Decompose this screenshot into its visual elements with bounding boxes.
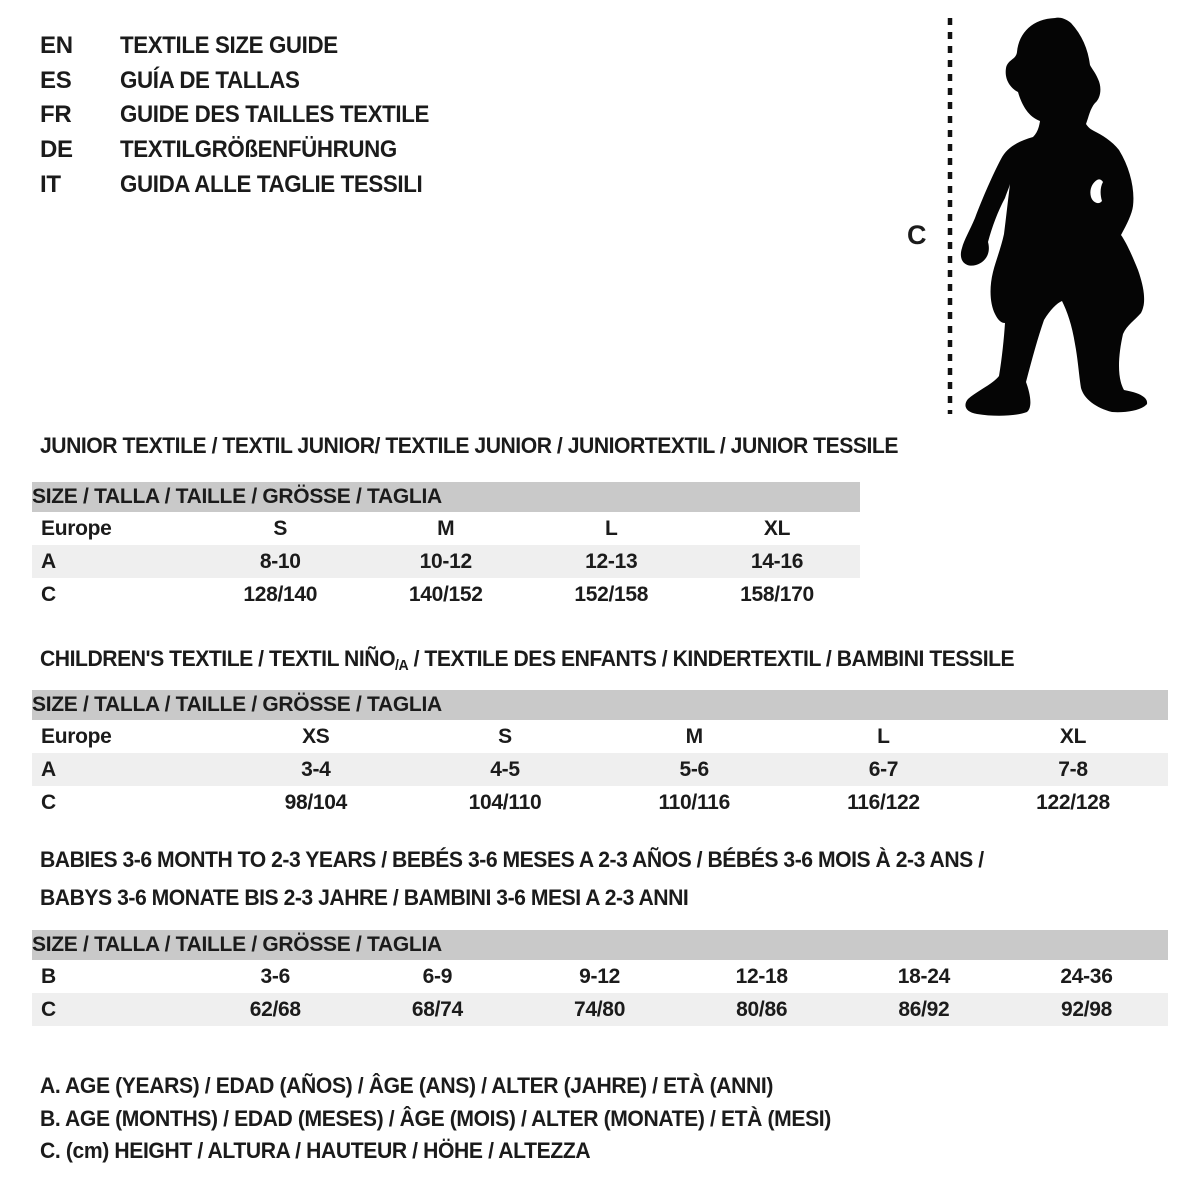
- row-label: C: [32, 993, 195, 1026]
- value-cell: 3-6: [260, 964, 291, 988]
- junior-section-title: JUNIOR TEXTILE / TEXTIL JUNIOR/ TEXTILE …: [40, 433, 899, 458]
- size-cell: S: [273, 516, 288, 540]
- guide-title-en: TEXTILE SIZE GUIDE: [120, 32, 338, 60]
- children-title-part1: CHILDREN'S TEXTILE / TEXTIL NIÑO: [40, 646, 396, 671]
- value-cell: 14-16: [694, 545, 860, 578]
- table-row: Europe S M L XL: [32, 512, 860, 545]
- language-row-es: ES GUÍA DE TALLAS: [40, 64, 452, 99]
- language-title-list: EN TEXTILE SIZE GUIDE ES GUÍA DE TALLAS …: [40, 29, 452, 202]
- size-cell: S: [498, 724, 512, 748]
- value-cell: 24-36: [1060, 964, 1113, 988]
- size-cell: L: [877, 724, 890, 748]
- size-cell: XS: [302, 724, 330, 748]
- language-code: DE: [40, 136, 73, 164]
- guide-title-it: GUIDA ALLE TAGLIE TESSILI: [120, 170, 423, 198]
- value-cell: 9-12: [579, 964, 620, 988]
- child-height-figure: C: [907, 17, 1148, 416]
- value-cell: 8-10: [197, 545, 363, 578]
- toddler-silhouette: [960, 17, 1148, 416]
- language-code: EN: [40, 32, 73, 60]
- size-header-row: SIZE / TALLA / TAILLE / GRÖSSE / TAGLIA: [32, 930, 1168, 960]
- value-cell: 92/98: [1004, 993, 1168, 1026]
- value-cell: 122/128: [1036, 790, 1110, 814]
- language-row-fr: FR GUIDE DES TAILLES TEXTILE: [40, 98, 452, 133]
- value-cell: 3-4: [221, 753, 411, 786]
- row-label: C: [41, 582, 56, 606]
- value-cell: 62/68: [194, 993, 357, 1026]
- value-cell: 6-9: [422, 964, 453, 988]
- junior-size-table: SIZE / TALLA / TAILLE / GRÖSSE / TAGLIA …: [32, 482, 860, 611]
- table-row: C 62/68 68/74 74/80 80/86 86/92 92/98: [32, 993, 1168, 1026]
- value-cell: 86/92: [842, 993, 1005, 1026]
- value-cell: 152/158: [574, 582, 649, 606]
- size-cell: M: [685, 724, 704, 748]
- measure-legend: A. AGE (YEARS) / EDAD (AÑOS) / ÂGE (ANS)…: [40, 1070, 864, 1168]
- language-row-en: EN TEXTILE SIZE GUIDE: [40, 29, 452, 64]
- size-header-row: SIZE / TALLA / TAILLE / GRÖSSE / TAGLIA: [32, 690, 1168, 720]
- legend-line-c: C. (cm) HEIGHT / ALTURA / HAUTEUR / HÖHE…: [40, 1138, 591, 1164]
- value-cell: 128/140: [243, 582, 318, 606]
- table-row: C 98/104 104/110 110/116 116/122 122/128: [32, 786, 1168, 819]
- language-code: ES: [40, 66, 72, 94]
- value-cell: 12-13: [528, 545, 694, 578]
- babies-section-title-line1: BABIES 3-6 MONTH TO 2-3 YEARS / BEBÉS 3-…: [40, 847, 984, 872]
- legend-line-b: B. AGE (MONTHS) / EDAD (MESES) / ÂGE (MO…: [40, 1105, 831, 1131]
- row-label: C: [41, 790, 56, 814]
- table-row: A 3-4 4-5 5-6 6-7 7-8: [32, 753, 1168, 786]
- value-cell: 140/152: [408, 582, 483, 606]
- value-cell: 10-12: [363, 545, 529, 578]
- value-cell: 7-8: [978, 753, 1168, 786]
- table-row: C 128/140 140/152 152/158 158/170: [32, 578, 860, 611]
- size-cell: XL: [1059, 724, 1087, 748]
- row-label: A: [32, 545, 198, 578]
- size-cell: XL: [763, 516, 791, 540]
- value-cell: 116/122: [847, 790, 920, 814]
- size-header-row: SIZE / TALLA / TAILLE / GRÖSSE / TAGLIA: [32, 482, 860, 512]
- babies-size-table: SIZE / TALLA / TAILLE / GRÖSSE / TAGLIA …: [32, 930, 1168, 1026]
- size-header-label: SIZE / TALLA / TAILLE / GRÖSSE / TAGLIA: [32, 482, 860, 512]
- value-cell: 80/86: [680, 993, 843, 1026]
- size-cell: L: [604, 516, 618, 540]
- value-cell: 104/110: [468, 790, 542, 814]
- language-code: FR: [40, 101, 72, 129]
- value-cell: 6-7: [788, 753, 979, 786]
- language-row-de: DE TEXTILGRÖßENFÜHRUNG: [40, 133, 452, 168]
- guide-title-fr: GUIDE DES TAILLES TEXTILE: [120, 101, 429, 129]
- children-section-title: CHILDREN'S TEXTILE / TEXTIL NIÑO/A / TEX…: [40, 646, 1015, 674]
- value-cell: 5-6: [599, 753, 789, 786]
- children-size-table: SIZE / TALLA / TAILLE / GRÖSSE / TAGLIA …: [32, 690, 1168, 819]
- value-cell: 4-5: [410, 753, 600, 786]
- language-row-it: IT GUIDA ALLE TAGLIE TESSILI: [40, 167, 452, 202]
- language-code: IT: [40, 170, 61, 198]
- size-cell: M: [437, 516, 455, 540]
- value-cell: 74/80: [518, 993, 681, 1026]
- value-cell: 110/116: [658, 790, 730, 814]
- children-title-sub: /A: [395, 657, 409, 674]
- row-label: A: [32, 753, 222, 786]
- table-row: A 8-10 10-12 12-13 14-16: [32, 545, 860, 578]
- row-label: B: [41, 964, 56, 988]
- guide-title-es: GUÍA DE TALLAS: [120, 66, 300, 94]
- row-label: Europe: [41, 516, 112, 540]
- value-cell: 12-18: [735, 964, 789, 988]
- guide-title-de: TEXTILGRÖßENFÜHRUNG: [120, 136, 397, 164]
- children-title-part2: / TEXTILE DES ENFANTS / KINDERTEXTIL / B…: [408, 646, 1015, 671]
- value-cell: 18-24: [897, 964, 951, 988]
- size-header-label: SIZE / TALLA / TAILLE / GRÖSSE / TAGLIA: [32, 690, 1168, 720]
- value-cell: 68/74: [356, 993, 519, 1026]
- size-header-label: SIZE / TALLA / TAILLE / GRÖSSE / TAGLIA: [32, 930, 1168, 960]
- value-cell: 98/104: [284, 790, 348, 814]
- table-row: B 3-6 6-9 9-12 12-18 18-24 24-36: [32, 960, 1168, 993]
- height-measure-label: C: [907, 220, 927, 250]
- table-row: Europe XS S M L XL: [32, 720, 1168, 753]
- row-label: Europe: [41, 724, 112, 748]
- value-cell: 158/170: [740, 582, 814, 606]
- babies-section-title-line2: BABYS 3-6 MONATE BIS 2-3 JAHRE / BAMBINI…: [40, 885, 689, 910]
- legend-line-a: A. AGE (YEARS) / EDAD (AÑOS) / ÂGE (ANS)…: [40, 1073, 774, 1099]
